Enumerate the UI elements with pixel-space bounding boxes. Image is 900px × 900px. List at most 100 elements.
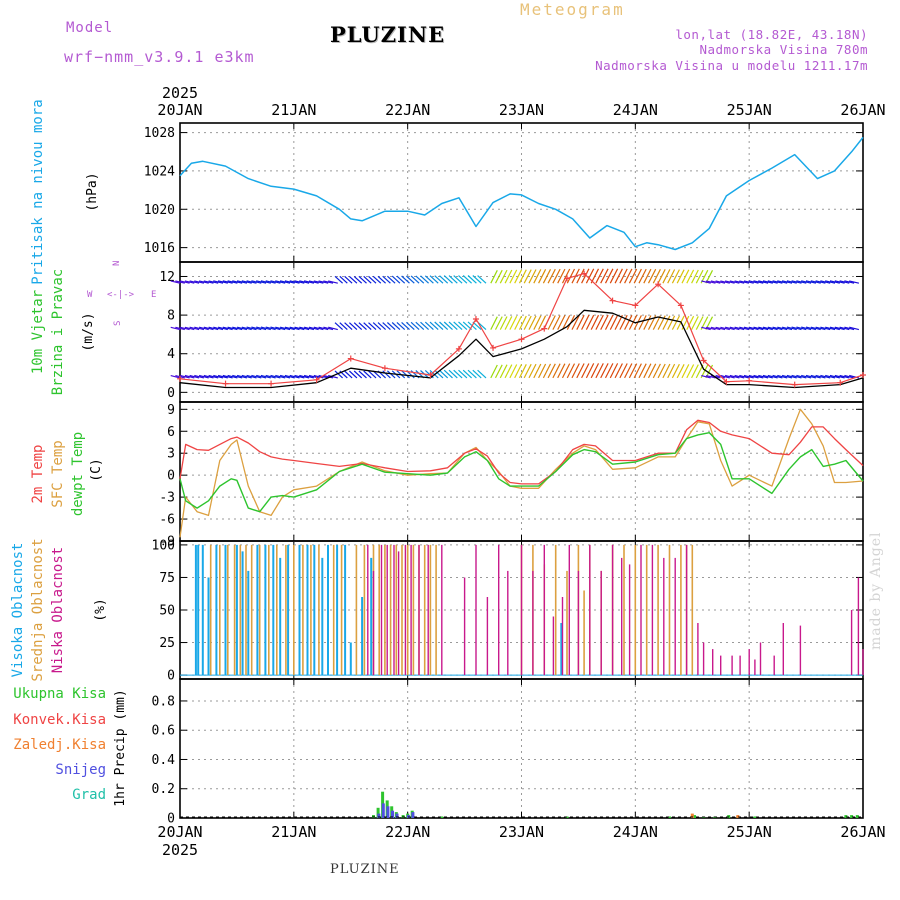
wind-gust-line <box>179 273 864 386</box>
wind-barb <box>213 326 224 331</box>
wind-barb <box>796 326 807 331</box>
wind-barb <box>600 363 609 379</box>
gust-marker <box>860 371 866 378</box>
wind-barb <box>458 369 468 379</box>
wind-barb <box>796 280 807 284</box>
wind-barb <box>585 268 595 284</box>
temp-side-label-1: 2m Temp <box>30 444 46 503</box>
wind-barb <box>410 275 420 284</box>
wind-barb <box>170 326 181 331</box>
wind-barb <box>739 326 750 331</box>
wind-barb <box>695 316 704 330</box>
wind-barb <box>810 326 821 331</box>
wind-barb <box>328 280 338 284</box>
wind-barb <box>523 315 532 330</box>
station-title: PLUZINE <box>330 22 446 47</box>
wind-barb <box>227 280 238 284</box>
snow-bar <box>381 803 385 818</box>
wind-barb <box>251 280 262 284</box>
wind-barb <box>303 280 315 284</box>
wind-barb <box>410 321 420 331</box>
wind-barb <box>328 326 338 331</box>
wind-barb <box>834 326 845 331</box>
top-day-label: 25JAN <box>727 101 772 119</box>
panel-frame-temperature <box>179 401 864 542</box>
y-tick-label: 4 <box>167 347 175 362</box>
wind-barb <box>279 280 291 284</box>
wind-barb <box>839 374 850 379</box>
top-day-label: 26JAN <box>840 101 885 119</box>
wind-barb <box>308 280 319 284</box>
wind-barb <box>353 322 363 331</box>
wind-barb <box>801 326 812 331</box>
wind-barb <box>241 326 252 331</box>
y-tick-label: 1024 <box>144 164 175 179</box>
wind-barb <box>490 270 498 284</box>
wind-barb <box>494 269 503 284</box>
wind-barb <box>289 326 300 331</box>
wind-barb <box>208 280 219 284</box>
wind-barb <box>633 363 642 379</box>
wind-barb <box>420 275 430 284</box>
wind-barb <box>739 374 750 379</box>
wind-barb <box>453 275 463 284</box>
wind-barb <box>839 280 850 284</box>
y-tick-label: 0.4 <box>152 753 176 768</box>
wind-barb <box>791 280 802 284</box>
wind-barb <box>791 374 802 379</box>
y-tick-label: 1016 <box>144 241 175 256</box>
total-precip-bar <box>668 816 671 818</box>
wind-barb <box>576 314 585 330</box>
wind-barb <box>323 326 334 331</box>
wind-barb <box>595 363 604 379</box>
wind-barb <box>203 280 214 284</box>
wind-barb <box>189 326 200 331</box>
gust-marker <box>655 281 662 288</box>
pressure-ylabel: (hPa) <box>85 172 100 211</box>
wind-barb <box>353 370 363 379</box>
y-tick-label: 1020 <box>144 203 175 218</box>
wind-barb <box>184 374 195 379</box>
wind-barb <box>313 326 324 331</box>
wind-barb <box>256 280 267 284</box>
wind-barb <box>184 280 195 284</box>
wind-barb <box>748 326 759 331</box>
wind-barb <box>265 326 276 331</box>
wind-barb <box>472 275 482 284</box>
wind-barb <box>647 268 657 284</box>
wind-barb <box>477 369 487 379</box>
wind-barb <box>275 326 286 331</box>
wind-barb <box>344 370 353 379</box>
wind-barb <box>686 269 695 284</box>
wind-barb <box>405 321 415 331</box>
wind-barb <box>705 375 716 379</box>
total-precip-bar <box>693 815 696 818</box>
wind-barb <box>762 280 773 284</box>
wind-barb <box>453 369 463 379</box>
wind-barb <box>363 322 372 331</box>
wind-barb <box>619 363 628 379</box>
wind-barb <box>762 326 773 331</box>
wind-barb <box>743 280 754 284</box>
y-tick-label: 0 <box>167 812 175 827</box>
wind-barb <box>391 275 401 284</box>
wind-barb <box>198 326 209 331</box>
wind-barb <box>358 275 367 284</box>
precip-ylabel: 1hr Precip (mm) <box>113 689 128 806</box>
wind-barb <box>829 374 840 379</box>
gust-marker <box>381 365 388 372</box>
wind-barb <box>528 269 537 284</box>
wind-barb <box>638 315 647 330</box>
bottom-day-label: 22JAN <box>385 823 430 841</box>
cloud-side-label-1: Visoka Oblacnost <box>10 543 26 678</box>
wind-barb <box>424 275 434 284</box>
wind-barb <box>514 364 523 379</box>
wind-barb <box>657 269 666 284</box>
y-tick-label: 0 <box>167 469 175 484</box>
wind-barb <box>825 374 836 379</box>
wind-barb <box>581 363 590 379</box>
wind-barb <box>657 363 666 379</box>
wind-barb <box>222 326 233 331</box>
wind-barb <box>667 269 676 284</box>
cloud-side-label-2: Srednja Oblacnost <box>30 538 46 681</box>
